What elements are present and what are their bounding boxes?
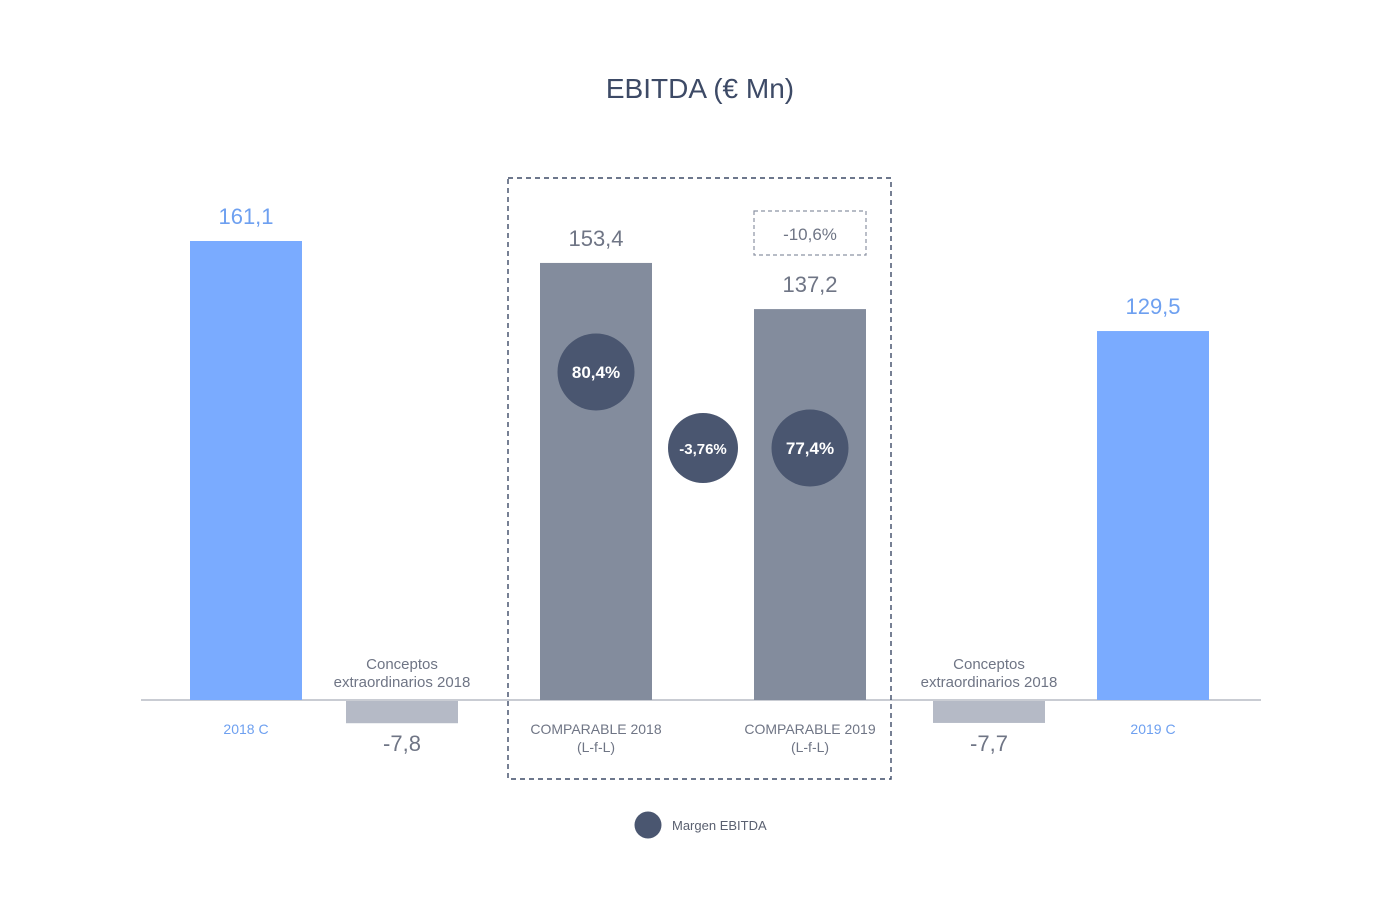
category-label: (L-f-L) [791,739,829,755]
category-label: 2019 C [1130,721,1175,737]
category-label: Conceptos [366,656,438,673]
margin-value-label: 80,4% [572,363,620,382]
legend-marker [634,811,662,839]
margin-change-circle [668,413,738,483]
bar-comparable [540,262,652,700]
bar-adjustment [346,701,458,724]
comparable-frame [507,177,892,780]
bar-value-label: -7,7 [970,731,1008,756]
chart-title: EBITDA (€ Mn) [606,73,794,104]
category-label: Conceptos [953,656,1025,673]
margin-circle [771,409,849,487]
category-label: extraordinarios 2018 [334,674,471,691]
bar-adjustment [933,701,1045,723]
category-label: COMPARABLE 2019 [744,721,875,737]
bar-value-label: 153,4 [568,226,623,251]
margin-circle [557,333,635,411]
bar-value-label: -7,8 [383,731,421,756]
bar-value-label: 137,2 [782,272,837,297]
legend-label: Margen EBITDA [672,818,767,833]
bar-reported [190,241,302,700]
bar-value-label: 161,1 [218,204,273,229]
category-label: (L-f-L) [577,739,615,755]
margin-change-label: -3,76% [679,441,727,458]
bar-value-label: 129,5 [1125,294,1180,319]
margin-value-label: 77,4% [786,439,834,458]
category-label: 2018 C [223,721,268,737]
bar-reported [1097,331,1209,700]
bar-comparable [754,309,866,700]
category-label: COMPARABLE 2018 [530,721,661,737]
category-label: extraordinarios 2018 [921,674,1058,691]
comparable-change-label: -10,6% [783,225,837,244]
change-box [753,210,867,256]
